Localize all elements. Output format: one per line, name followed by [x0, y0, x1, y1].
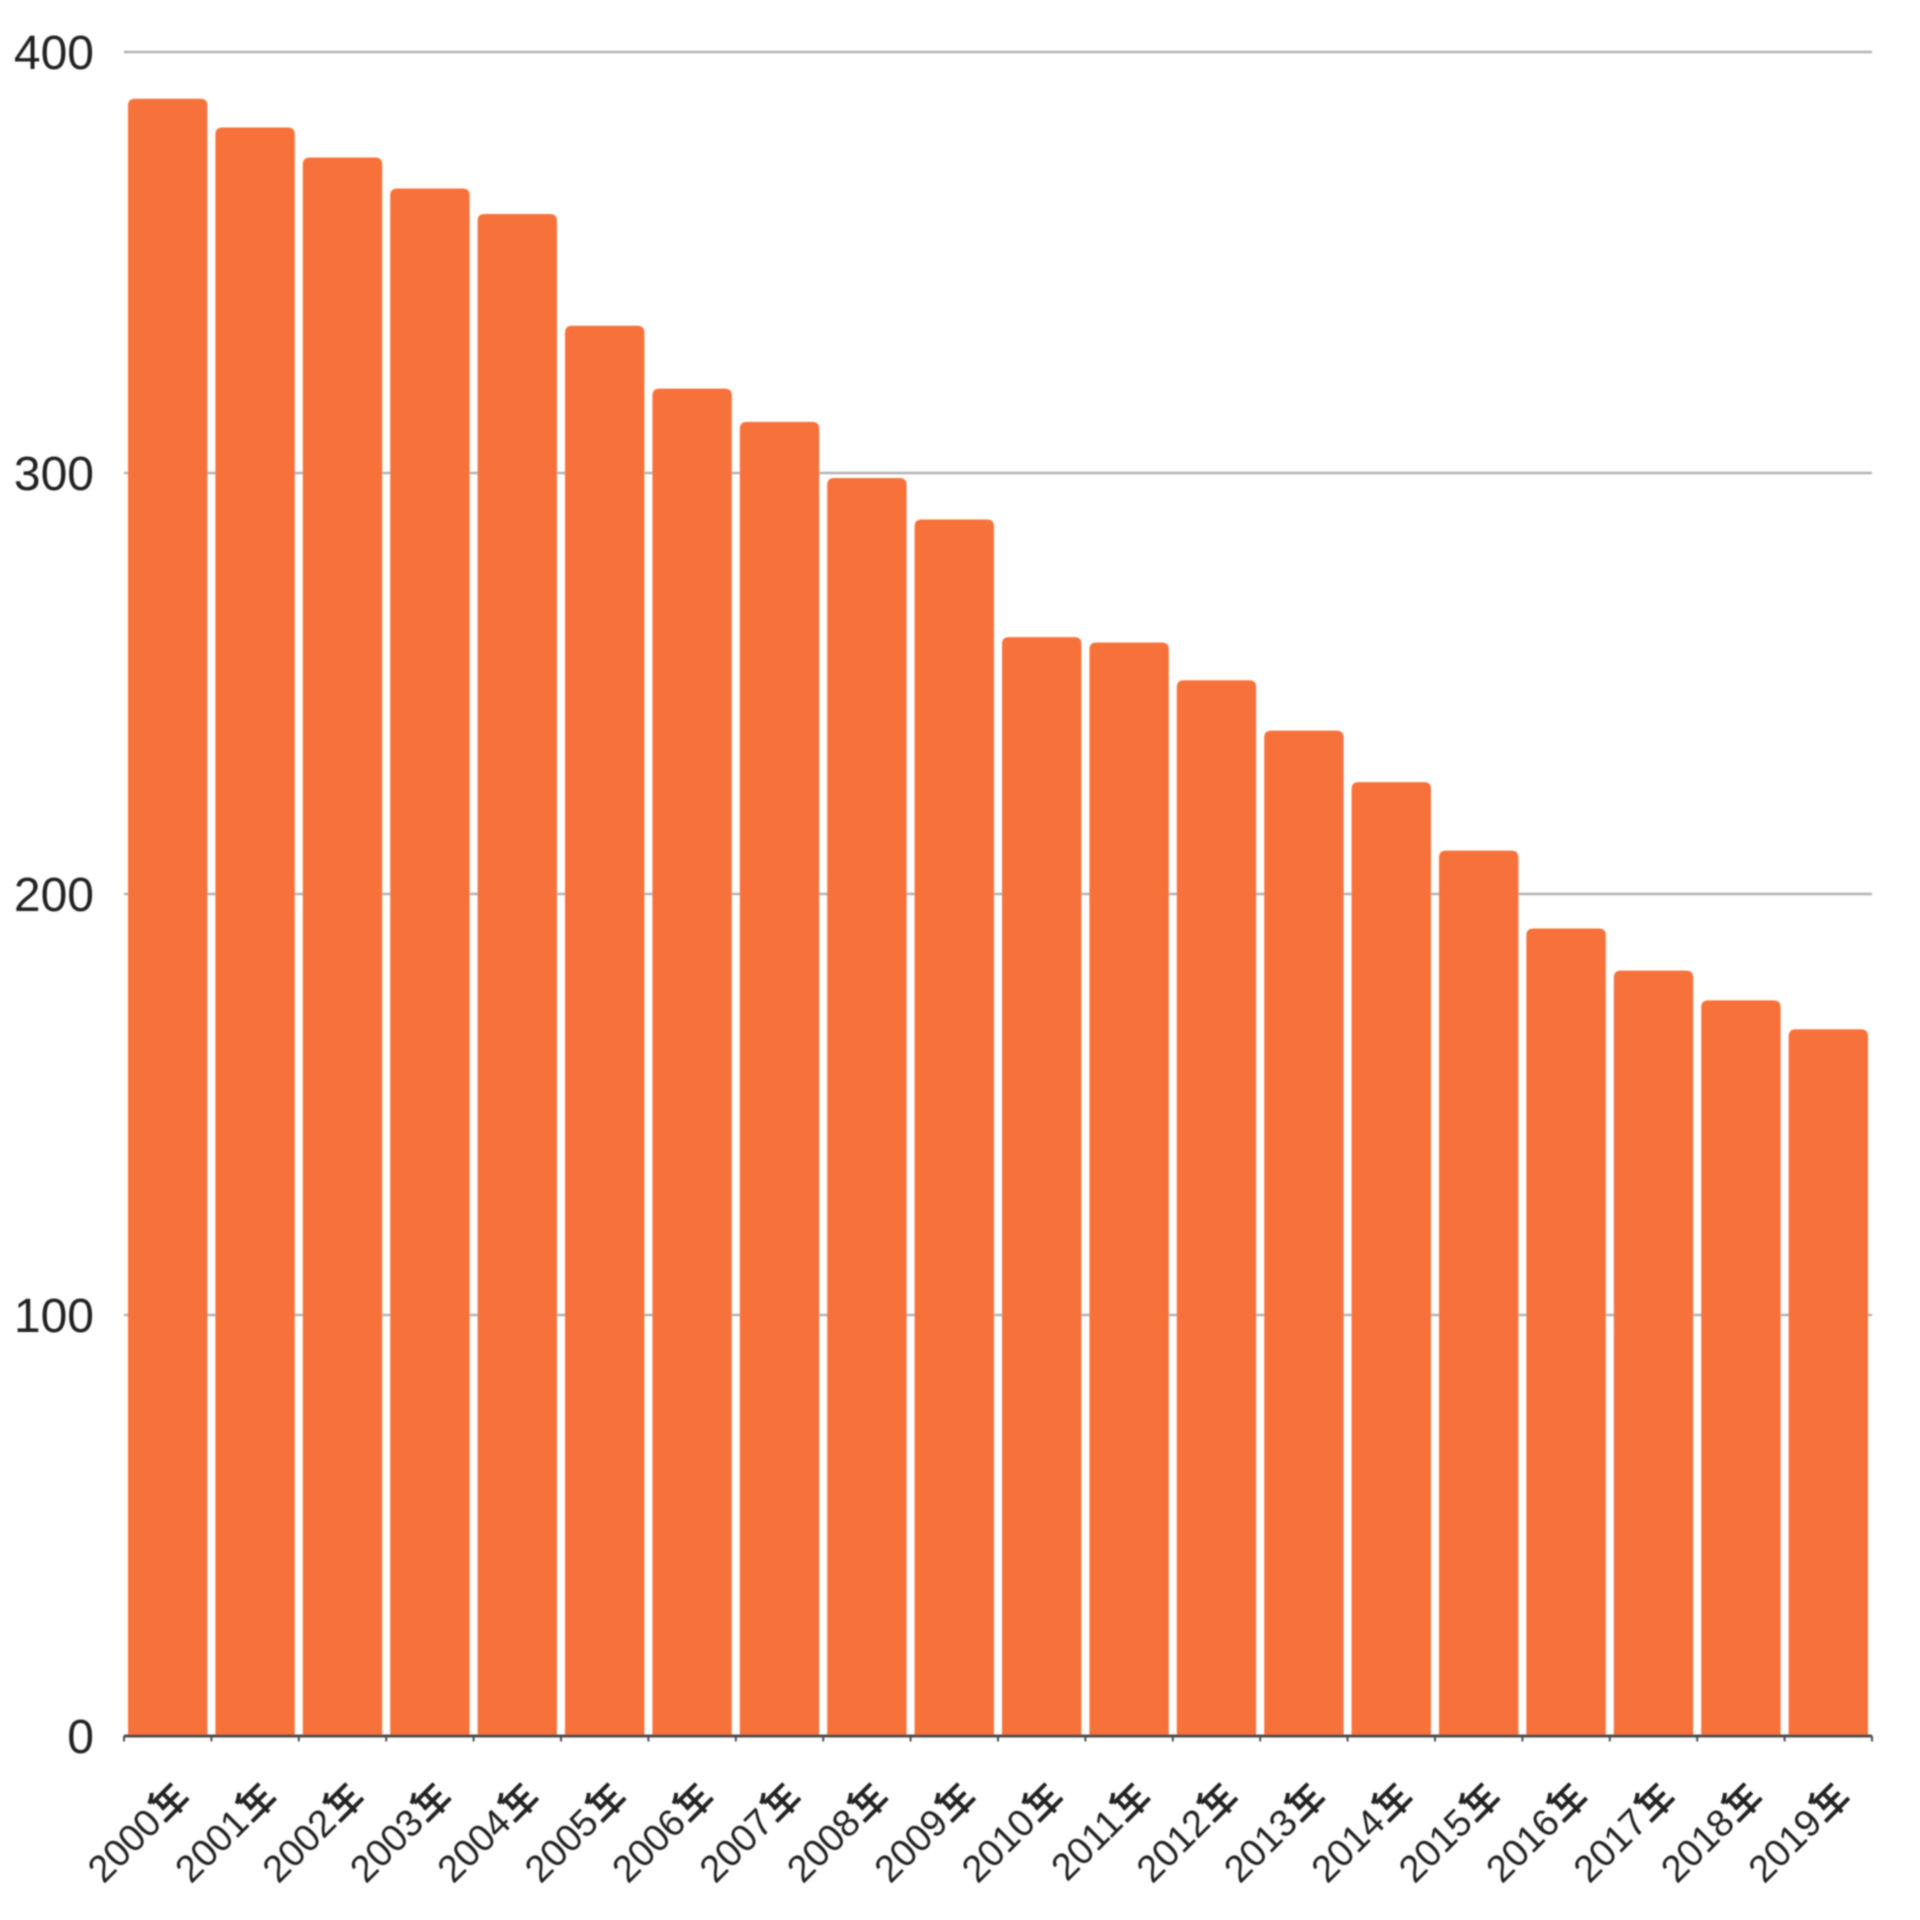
svg-text:2018: 2018 — [1653, 1801, 1742, 1890]
svg-text:2011: 2011 — [1044, 1801, 1131, 1888]
svg-text:2004: 2004 — [430, 1801, 519, 1890]
svg-text:2015: 2015 — [1391, 1801, 1480, 1890]
svg-text:2002: 2002 — [255, 1801, 344, 1890]
svg-text:2006: 2006 — [605, 1801, 694, 1890]
svg-text:300: 300 — [14, 448, 94, 501]
svg-text:200: 200 — [14, 869, 94, 922]
svg-text:2014: 2014 — [1304, 1801, 1393, 1890]
svg-text:2007: 2007 — [692, 1801, 781, 1890]
svg-text:100: 100 — [14, 1290, 94, 1343]
svg-text:2000: 2000 — [80, 1801, 169, 1890]
svg-text:2012: 2012 — [1129, 1801, 1218, 1890]
svg-text:2008: 2008 — [779, 1801, 868, 1890]
svg-text:2010: 2010 — [954, 1801, 1043, 1890]
svg-text:0: 0 — [67, 1711, 94, 1764]
svg-text:2019: 2019 — [1741, 1801, 1830, 1890]
svg-text:2005: 2005 — [517, 1801, 606, 1890]
svg-text:2017: 2017 — [1566, 1801, 1655, 1890]
svg-text:2009: 2009 — [867, 1801, 956, 1890]
svg-text:2003: 2003 — [342, 1801, 431, 1890]
svg-text:2001: 2001 — [168, 1801, 257, 1890]
svg-text:2013: 2013 — [1216, 1801, 1305, 1890]
svg-text:400: 400 — [14, 27, 94, 80]
svg-text:2016: 2016 — [1479, 1801, 1568, 1890]
